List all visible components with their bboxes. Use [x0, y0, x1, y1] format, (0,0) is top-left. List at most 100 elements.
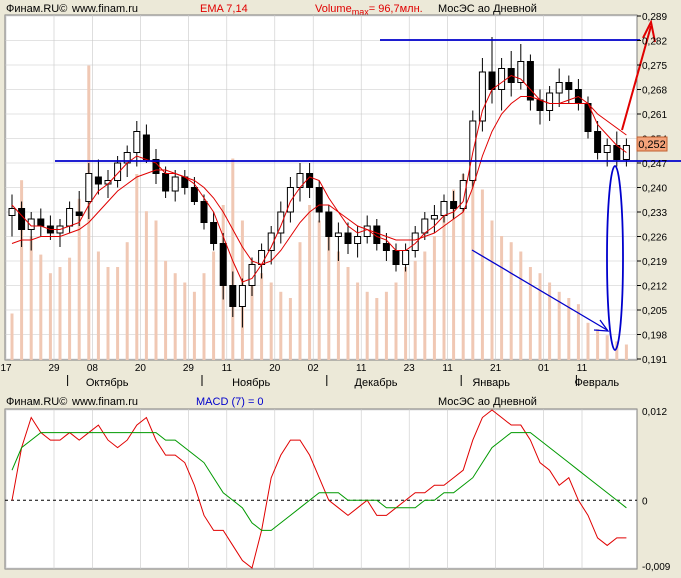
volume-bar — [567, 298, 571, 360]
volume-bar — [106, 267, 110, 360]
volume-bar — [48, 273, 52, 360]
candle — [8, 194, 16, 237]
candle — [286, 177, 294, 223]
volume-bar — [615, 341, 619, 360]
candle — [517, 44, 525, 90]
macd-header-source: Финам.RU© — [6, 396, 67, 408]
y-tick-label: 0,191 — [642, 355, 667, 366]
volume-bar — [624, 344, 628, 360]
macd-lines — [11, 409, 627, 569]
volume-bar — [202, 273, 206, 360]
candle — [94, 159, 102, 195]
volume-bar — [250, 260, 254, 360]
y-tick-label: 0,226 — [642, 233, 667, 244]
y-tick-label: 0,233 — [642, 208, 667, 219]
candle — [267, 226, 275, 265]
candle — [219, 233, 227, 300]
y-tick-label: 0,205 — [642, 306, 667, 317]
x-month-label: Февраль — [574, 377, 619, 389]
macd-axis: 0,012 0 -0,009 — [642, 407, 671, 573]
volume-bar — [442, 211, 446, 360]
signal-line — [11, 432, 627, 531]
volume-bar — [423, 251, 427, 360]
volume-bar — [183, 282, 187, 360]
candle — [210, 212, 218, 251]
volume-bar — [231, 158, 235, 360]
x-day-label: 20 — [269, 363, 281, 374]
y-tick-label: 0,289 — [642, 12, 667, 23]
y-tick-label: 0,275 — [642, 61, 667, 72]
volume-bar — [384, 291, 388, 360]
volume-ellipse — [606, 165, 624, 351]
volume-bar — [58, 267, 62, 360]
volume-bar — [20, 180, 24, 360]
volume-bar — [596, 329, 600, 360]
volume-bar — [586, 322, 590, 360]
x-month-label: Ноябрь — [232, 377, 270, 389]
volume-bar — [413, 260, 417, 360]
volume-bar — [288, 298, 292, 360]
x-day-label: 08 — [87, 363, 99, 374]
volume-bar — [308, 205, 312, 360]
x-day-label: 11 — [356, 363, 367, 374]
macd-line — [11, 409, 627, 569]
volume-bar — [317, 220, 321, 360]
volume-bar — [528, 267, 532, 360]
macd-panel — [4, 408, 638, 570]
ema-14-line — [11, 96, 627, 266]
candle — [526, 54, 534, 111]
volume-bar — [125, 242, 129, 360]
up-arrowhead — [642, 18, 656, 43]
candle — [382, 233, 390, 261]
volume-bar — [346, 267, 350, 360]
volume-bar — [365, 291, 369, 360]
y-tick-label: 0,212 — [642, 282, 667, 293]
macd-header-site: www.finam.ru — [71, 396, 138, 408]
candle — [27, 212, 35, 251]
down-trend-arrowhead — [593, 319, 610, 332]
candle — [75, 191, 83, 226]
header-ema: EMA 7,14 — [200, 3, 248, 15]
candle — [469, 110, 477, 188]
candle — [411, 226, 419, 258]
volume-bar — [404, 267, 408, 360]
down-trend-arrow — [471, 249, 608, 331]
candle — [430, 205, 438, 233]
y-tick-label: 0,282 — [642, 37, 667, 48]
volume-bar — [269, 282, 273, 360]
candle — [555, 68, 563, 107]
volume-bar — [164, 260, 168, 360]
volume-bar — [29, 236, 33, 360]
header-instrument: МосЭС ао Дневной — [438, 3, 537, 15]
x-day-label: 11 — [442, 363, 453, 374]
volume-bar — [538, 273, 542, 360]
candle — [229, 271, 237, 317]
volume-bar — [490, 220, 494, 360]
y-tick-label: 0,261 — [642, 110, 667, 121]
candlesticks — [8, 37, 630, 328]
candle — [85, 163, 93, 219]
candle — [459, 173, 467, 212]
candle — [133, 121, 141, 167]
volume-bar — [336, 251, 340, 360]
volume-bar — [173, 273, 177, 360]
candle — [478, 58, 486, 132]
x-day-label: 29 — [48, 363, 60, 374]
volume-bar — [144, 211, 148, 360]
ema-7-line — [11, 74, 627, 283]
volume-bar — [327, 236, 331, 360]
last-price-tag: 0,252 — [636, 136, 668, 152]
volume-bar — [260, 273, 264, 360]
header-source: Финам.RU© — [6, 3, 67, 15]
volume-bars — [10, 65, 628, 360]
volume-bar — [605, 335, 609, 360]
volume-bar — [509, 242, 513, 360]
y-tick-label: 0,219 — [642, 257, 667, 268]
y-tick-label: 0,247 — [642, 159, 667, 170]
volume-bar — [480, 189, 484, 360]
candle — [315, 180, 323, 223]
volume-bar — [212, 251, 216, 360]
x-month-label: Октябрь — [86, 377, 129, 389]
candle — [594, 121, 602, 160]
